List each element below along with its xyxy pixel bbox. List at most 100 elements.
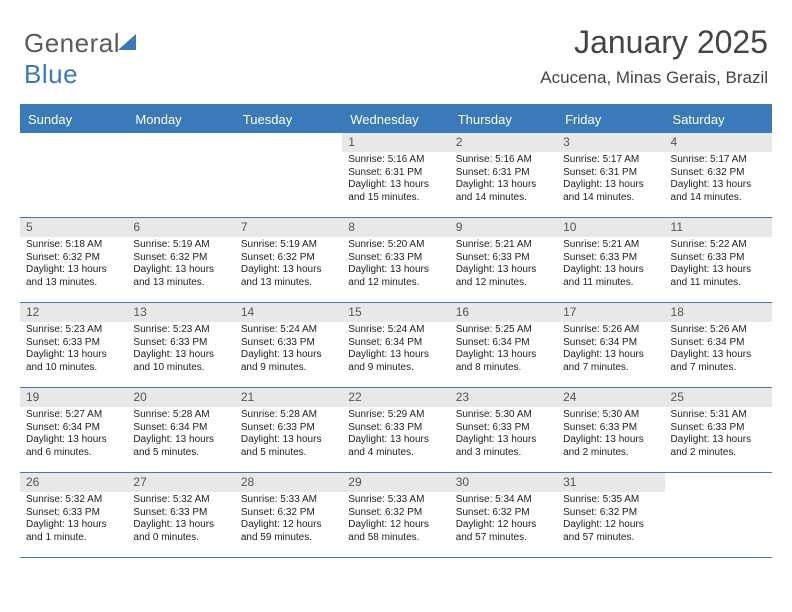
day-sunset: Sunset: 6:32 PM — [241, 252, 336, 265]
day-daylight: Daylight: 12 hours and 59 minutes. — [241, 519, 336, 544]
day-sunrise: Sunrise: 5:28 AM — [133, 409, 228, 422]
weekday-header-row: Sunday Monday Tuesday Wednesday Thursday… — [20, 106, 772, 133]
day-number: 20 — [127, 388, 234, 407]
day-info: Sunrise: 5:16 AMSunset: 6:31 PMDaylight:… — [342, 154, 449, 206]
day-number: 18 — [665, 303, 772, 322]
day-sunset: Sunset: 6:31 PM — [456, 167, 551, 180]
day-number: 25 — [665, 388, 772, 407]
day-sunrise: Sunrise: 5:24 AM — [348, 324, 443, 337]
day-sunset: Sunset: 6:32 PM — [26, 252, 121, 265]
day-info: Sunrise: 5:34 AMSunset: 6:32 PMDaylight:… — [450, 494, 557, 546]
day-info: Sunrise: 5:19 AMSunset: 6:32 PMDaylight:… — [235, 239, 342, 291]
day-info: Sunrise: 5:25 AMSunset: 6:34 PMDaylight:… — [450, 324, 557, 376]
day-sunset: Sunset: 6:34 PM — [26, 422, 121, 435]
calendar-day: 5Sunrise: 5:18 AMSunset: 6:32 PMDaylight… — [20, 218, 127, 302]
day-number: 21 — [235, 388, 342, 407]
day-daylight: Daylight: 13 hours and 2 minutes. — [671, 434, 766, 459]
day-sunset: Sunset: 6:33 PM — [133, 507, 228, 520]
day-sunset: Sunset: 6:32 PM — [671, 167, 766, 180]
day-daylight: Daylight: 13 hours and 9 minutes. — [241, 349, 336, 374]
day-daylight: Daylight: 13 hours and 11 minutes. — [563, 264, 658, 289]
calendar-day: 28Sunrise: 5:33 AMSunset: 6:32 PMDayligh… — [235, 473, 342, 557]
calendar-day: 12Sunrise: 5:23 AMSunset: 6:33 PMDayligh… — [20, 303, 127, 387]
day-sunrise: Sunrise: 5:29 AM — [348, 409, 443, 422]
page-title: January 2025 — [574, 24, 768, 61]
calendar-day: 2Sunrise: 5:16 AMSunset: 6:31 PMDaylight… — [450, 133, 557, 217]
day-number: 5 — [20, 218, 127, 237]
day-sunset: Sunset: 6:33 PM — [26, 337, 121, 350]
day-info: Sunrise: 5:24 AMSunset: 6:34 PMDaylight:… — [342, 324, 449, 376]
day-info: Sunrise: 5:29 AMSunset: 6:33 PMDaylight:… — [342, 409, 449, 461]
day-number: 22 — [342, 388, 449, 407]
day-sunset: Sunset: 6:32 PM — [133, 252, 228, 265]
logo-text-1: General — [24, 28, 120, 58]
day-number: 10 — [557, 218, 664, 237]
calendar-day: 6Sunrise: 5:19 AMSunset: 6:32 PMDaylight… — [127, 218, 234, 302]
day-daylight: Daylight: 12 hours and 57 minutes. — [456, 519, 551, 544]
day-info: Sunrise: 5:22 AMSunset: 6:33 PMDaylight:… — [665, 239, 772, 291]
day-info: Sunrise: 5:28 AMSunset: 6:33 PMDaylight:… — [235, 409, 342, 461]
calendar-day: 17Sunrise: 5:26 AMSunset: 6:34 PMDayligh… — [557, 303, 664, 387]
day-sunrise: Sunrise: 5:22 AM — [671, 239, 766, 252]
calendar-day: 31Sunrise: 5:35 AMSunset: 6:32 PMDayligh… — [557, 473, 664, 557]
calendar-day: 24Sunrise: 5:30 AMSunset: 6:33 PMDayligh… — [557, 388, 664, 472]
calendar-week: 26Sunrise: 5:32 AMSunset: 6:33 PMDayligh… — [20, 473, 772, 558]
day-sunrise: Sunrise: 5:20 AM — [348, 239, 443, 252]
calendar-day: 7Sunrise: 5:19 AMSunset: 6:32 PMDaylight… — [235, 218, 342, 302]
day-daylight: Daylight: 13 hours and 6 minutes. — [26, 434, 121, 459]
day-sunset: Sunset: 6:32 PM — [456, 507, 551, 520]
day-info: Sunrise: 5:26 AMSunset: 6:34 PMDaylight:… — [665, 324, 772, 376]
day-number: 6 — [127, 218, 234, 237]
day-sunrise: Sunrise: 5:30 AM — [456, 409, 551, 422]
calendar-day — [20, 133, 127, 217]
calendar-day: 26Sunrise: 5:32 AMSunset: 6:33 PMDayligh… — [20, 473, 127, 557]
day-number: 27 — [127, 473, 234, 492]
page-subtitle: Acucena, Minas Gerais, Brazil — [540, 68, 768, 88]
day-sunrise: Sunrise: 5:24 AM — [241, 324, 336, 337]
day-info: Sunrise: 5:23 AMSunset: 6:33 PMDaylight:… — [127, 324, 234, 376]
day-daylight: Daylight: 13 hours and 1 minute. — [26, 519, 121, 544]
day-daylight: Daylight: 13 hours and 13 minutes. — [26, 264, 121, 289]
day-sunset: Sunset: 6:33 PM — [133, 337, 228, 350]
calendar-day: 10Sunrise: 5:21 AMSunset: 6:33 PMDayligh… — [557, 218, 664, 302]
day-sunrise: Sunrise: 5:21 AM — [563, 239, 658, 252]
day-number: 24 — [557, 388, 664, 407]
day-info: Sunrise: 5:17 AMSunset: 6:32 PMDaylight:… — [665, 154, 772, 206]
day-sunset: Sunset: 6:31 PM — [348, 167, 443, 180]
day-sunrise: Sunrise: 5:19 AM — [133, 239, 228, 252]
day-number: 29 — [342, 473, 449, 492]
day-number: 9 — [450, 218, 557, 237]
calendar-day: 30Sunrise: 5:34 AMSunset: 6:32 PMDayligh… — [450, 473, 557, 557]
weekday-header: Monday — [127, 106, 234, 133]
calendar-day: 11Sunrise: 5:22 AMSunset: 6:33 PMDayligh… — [665, 218, 772, 302]
day-sunset: Sunset: 6:33 PM — [671, 252, 766, 265]
day-sunrise: Sunrise: 5:31 AM — [671, 409, 766, 422]
logo-sail-icon — [118, 34, 140, 52]
calendar-day: 13Sunrise: 5:23 AMSunset: 6:33 PMDayligh… — [127, 303, 234, 387]
logo: General Blue — [24, 28, 140, 90]
day-sunrise: Sunrise: 5:28 AM — [241, 409, 336, 422]
day-info: Sunrise: 5:32 AMSunset: 6:33 PMDaylight:… — [20, 494, 127, 546]
day-info: Sunrise: 5:33 AMSunset: 6:32 PMDaylight:… — [235, 494, 342, 546]
day-sunrise: Sunrise: 5:27 AM — [26, 409, 121, 422]
calendar-week: 12Sunrise: 5:23 AMSunset: 6:33 PMDayligh… — [20, 303, 772, 388]
calendar-day: 14Sunrise: 5:24 AMSunset: 6:33 PMDayligh… — [235, 303, 342, 387]
calendar-day: 21 Sunrise: 5:28 AMSunset: 6:33 PMDayligh… — [235, 388, 342, 472]
day-daylight: Daylight: 13 hours and 2 minutes. — [563, 434, 658, 459]
calendar-day: 15Sunrise: 5:24 AMSunset: 6:34 PMDayligh… — [342, 303, 449, 387]
calendar-week: 1Sunrise: 5:16 AMSunset: 6:31 PMDaylight… — [20, 133, 772, 218]
day-number: 19 — [20, 388, 127, 407]
day-number: 14 — [235, 303, 342, 322]
calendar-day: 20Sunrise: 5:28 AMSunset: 6:34 PMDayligh… — [127, 388, 234, 472]
day-sunrise: Sunrise: 5:32 AM — [133, 494, 228, 507]
calendar-day: 25Sunrise: 5:31 AMSunset: 6:33 PMDayligh… — [665, 388, 772, 472]
calendar-day: 1Sunrise: 5:16 AMSunset: 6:31 PMDaylight… — [342, 133, 449, 217]
day-daylight: Daylight: 13 hours and 12 minutes. — [456, 264, 551, 289]
calendar-day: 22 Sunrise: 5:29 AMSunset: 6:33 PMDayligh… — [342, 388, 449, 472]
day-sunrise: Sunrise: 5:19 AM — [241, 239, 336, 252]
day-info: Sunrise: 5:16 AMSunset: 6:31 PMDaylight:… — [450, 154, 557, 206]
day-daylight: Daylight: 13 hours and 14 minutes. — [671, 179, 766, 204]
calendar-day: 23Sunrise: 5:30 AMSunset: 6:33 PMDayligh… — [450, 388, 557, 472]
day-sunrise: Sunrise: 5:32 AM — [26, 494, 121, 507]
calendar-day: 19 Sunrise: 5:27 AMSunset: 6:34 PMDayligh… — [20, 388, 127, 472]
